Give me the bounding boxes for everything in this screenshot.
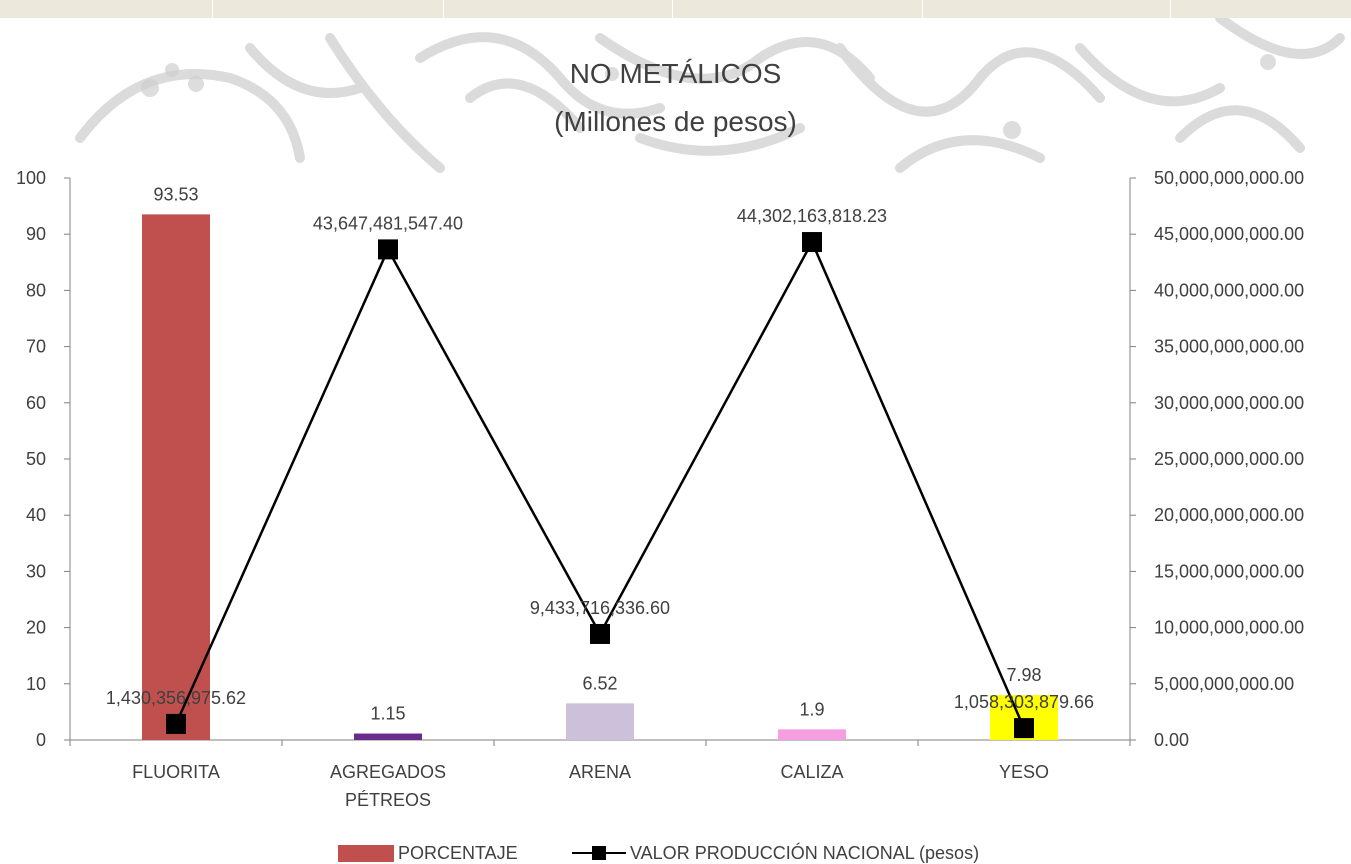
chart-title-line1: NO METÁLICOS — [569, 58, 782, 89]
y-right-tick-label: 30,000,000,000.00 — [1154, 393, 1304, 413]
legend-line-swatch — [572, 846, 626, 860]
line-data-label: 1,430,356,975.62 — [106, 688, 246, 708]
x-tick-label: ARENA — [569, 762, 631, 782]
bar-data-label: 6.52 — [582, 673, 617, 693]
chart-title-line2: (Millones de pesos) — [554, 106, 797, 137]
y-left-tick-label: 100 — [16, 168, 46, 188]
bar — [778, 729, 846, 740]
y-right-tick-label: 35,000,000,000.00 — [1154, 337, 1304, 357]
y-left-tick-label: 50 — [26, 449, 46, 469]
y-right-tick-label: 10,000,000,000.00 — [1154, 618, 1304, 638]
line-data-label: 9,433,716,336.60 — [530, 598, 670, 618]
line-point — [1014, 718, 1034, 739]
legend-bar-swatch — [338, 844, 394, 862]
line-point — [166, 713, 186, 734]
plot-area — [70, 178, 1130, 740]
x-tick-label: CALIZA — [780, 762, 843, 782]
y-right-tick-label: 0.00 — [1154, 730, 1189, 750]
x-tick-label: YESO — [999, 762, 1049, 782]
line-point — [802, 232, 822, 253]
legend-item-bar: PORCENTAJE — [338, 843, 518, 863]
y-left-tick-label: 40 — [26, 505, 46, 525]
x-tick-label: FLUORITA — [132, 762, 220, 782]
y-left-tick-label: 90 — [26, 224, 46, 244]
y-right-tick-label: 20,000,000,000.00 — [1154, 505, 1304, 525]
y-left-tick-label: 60 — [26, 393, 46, 413]
watermark-image — [75, 18, 1345, 173]
line-data-label: 43,647,481,547.40 — [313, 213, 463, 233]
line-point — [590, 623, 610, 644]
x-tick-label: AGREGADOS — [330, 762, 446, 782]
y-right-tick-label: 15,000,000,000.00 — [1154, 561, 1304, 581]
y-left-tick-label: 30 — [26, 561, 46, 581]
line-point — [378, 239, 398, 260]
x-tick-label: PÉTREOS — [345, 790, 431, 810]
y-right-tick-label: 25,000,000,000.00 — [1154, 449, 1304, 469]
bar-data-label: 1.15 — [370, 704, 405, 724]
y-left-tick-label: 20 — [26, 618, 46, 638]
line-data-label: 1,058,303,879.66 — [954, 692, 1094, 712]
y-left-tick-label: 80 — [26, 280, 46, 300]
y-right-tick-label: 50,000,000,000.00 — [1154, 168, 1304, 188]
line-data-label: 44,302,163,818.23 — [737, 206, 887, 226]
legend-item-line: VALOR PRODUCCIÓN NACIONAL (pesos) — [572, 843, 979, 863]
legend-line-label: VALOR PRODUCCIÓN NACIONAL (pesos) — [630, 842, 980, 863]
bar — [142, 214, 210, 741]
bar-data-label: 1.9 — [799, 699, 824, 719]
y-right-tick-label: 5,000,000,000.00 — [1154, 674, 1294, 694]
y-right-tick-label: 40,000,000,000.00 — [1154, 280, 1304, 300]
y-left-tick-label: 0 — [36, 730, 46, 750]
bar-data-label: 93.53 — [153, 184, 198, 204]
bar — [566, 703, 634, 740]
bar — [354, 733, 422, 740]
y-left-tick-label: 10 — [26, 674, 46, 694]
bar-data-label: 7.98 — [1006, 665, 1041, 685]
legend-bar-label: PORCENTAJE — [398, 842, 518, 863]
y-right-tick-label: 45,000,000,000.00 — [1154, 224, 1304, 244]
top-banner — [0, 0, 1351, 18]
y-left-tick-label: 70 — [26, 337, 46, 357]
